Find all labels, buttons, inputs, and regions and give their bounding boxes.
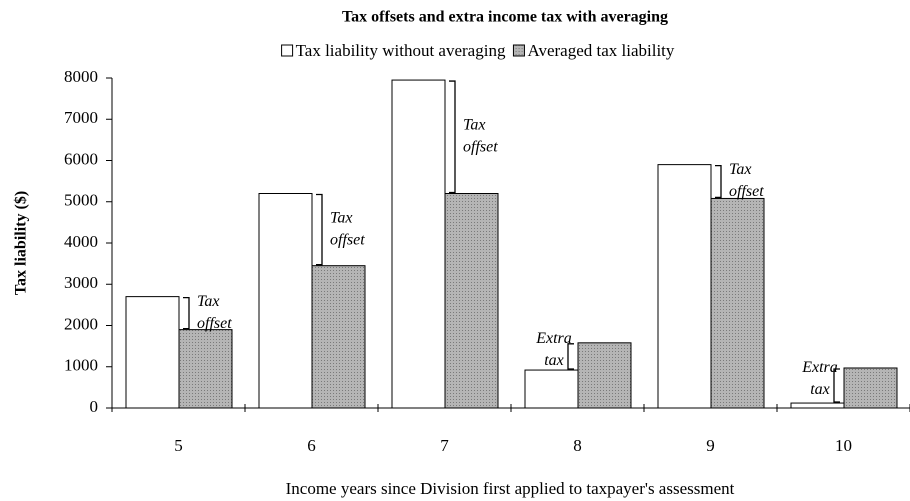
annotation-bracket (833, 368, 840, 403)
annotation: offset (463, 138, 498, 155)
annotation: Tax (463, 116, 486, 133)
x-tick-label: 10 (835, 436, 852, 455)
x-tick-label: 9 (706, 436, 715, 455)
annotation: Tax (330, 209, 353, 226)
y-tick-label: 6000 (64, 149, 98, 168)
x-tick-label: 8 (573, 436, 582, 455)
legend-label: Averaged tax liability (527, 41, 674, 60)
y-tick-label: 1000 (64, 356, 98, 375)
annotation: offset (197, 315, 232, 332)
legend-swatch (512, 44, 525, 57)
legend-swatch (281, 44, 294, 57)
annotation: offset (330, 231, 365, 248)
annotation: tax (810, 381, 830, 398)
y-axis-title: Tax liability ($) (13, 191, 30, 295)
legend-label: Tax liability without averaging (296, 41, 506, 60)
y-tick-label: 3000 (64, 273, 98, 292)
y-tick-label: 4000 (64, 232, 98, 251)
bar (391, 79, 446, 409)
annotation: tax (544, 352, 564, 369)
annotation-bracket (567, 343, 574, 370)
bar (258, 193, 313, 409)
annotation-bracket (183, 296, 190, 330)
legend: Tax liability without averaging Averaged … (281, 41, 675, 60)
x-tick-label: 7 (440, 436, 449, 455)
bar (125, 296, 180, 409)
y-tick-label: 7000 (64, 108, 98, 127)
x-tick-label: 6 (307, 436, 316, 455)
bar (790, 402, 845, 409)
x-axis-title: Income years since Division first applie… (286, 479, 735, 498)
annotation: offset (729, 183, 764, 200)
bar (710, 197, 765, 409)
bar (444, 193, 499, 409)
bar (577, 342, 632, 409)
annotation-bracket (316, 193, 323, 266)
y-tick-label: 2000 (64, 314, 98, 333)
annotation: Extra (535, 330, 572, 347)
bar (843, 367, 898, 409)
annotation: Tax (197, 293, 220, 310)
bar (311, 265, 366, 409)
chart-title: Tax offsets and extra income tax with av… (342, 9, 668, 26)
bar (524, 369, 579, 409)
x-tick-label: 5 (174, 436, 183, 455)
annotation: Tax (729, 161, 752, 178)
annotation: Extra (801, 359, 838, 376)
bar (178, 329, 233, 409)
bar (657, 164, 712, 409)
y-tick-label: 8000 (64, 67, 98, 86)
annotation-bracket (449, 80, 456, 194)
y-tick-label: 5000 (64, 191, 98, 210)
y-tick-label: 0 (90, 397, 99, 416)
annotation-bracket (715, 164, 722, 199)
